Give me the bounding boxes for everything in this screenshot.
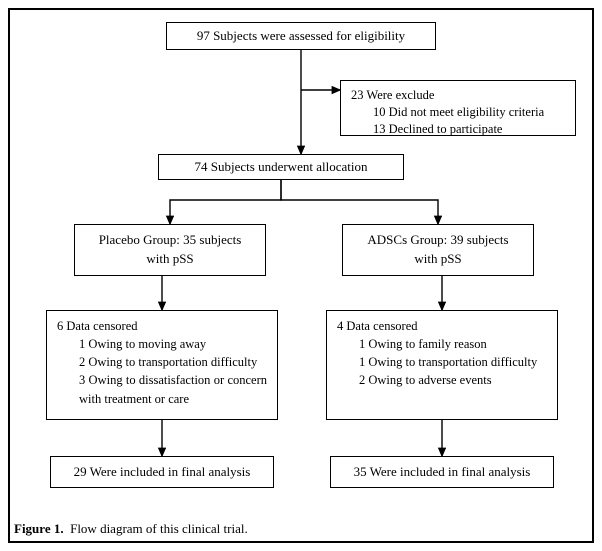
- node-censored-left: 6 Data censored 1 Owing to moving away 2…: [46, 310, 278, 420]
- node-assessed: 97 Subjects were assessed for eligibilit…: [166, 22, 436, 50]
- node-text: ADSCs Group: 39 subjects with pSS: [367, 231, 508, 269]
- node-line: 6 Data censored: [57, 317, 267, 335]
- node-text: Placebo Group: 35 subjects with pSS: [99, 231, 242, 269]
- node-line: with pSS: [99, 250, 242, 269]
- node-line: with pSS: [367, 250, 508, 269]
- node-line: 4 Data censored: [337, 317, 547, 335]
- node-final-right: 35 Were included in final analysis: [330, 456, 554, 488]
- node-line: 13 Declined to participate: [351, 121, 565, 138]
- node-line: Placebo Group: 35 subjects: [99, 231, 242, 250]
- node-line: 1 Owing to family reason: [337, 335, 547, 353]
- node-text: 35 Were included in final analysis: [354, 463, 531, 482]
- figure-frame: 97 Subjects were assessed for eligibilit…: [8, 8, 594, 543]
- node-line: ADSCs Group: 39 subjects: [367, 231, 508, 250]
- caption-label: Figure 1.: [14, 521, 64, 536]
- node-line: 2 Owing to adverse events: [337, 371, 547, 389]
- node-placebo: Placebo Group: 35 subjects with pSS: [74, 224, 266, 276]
- figure-container: 97 Subjects were assessed for eligibilit…: [0, 0, 602, 551]
- node-censored-right: 4 Data censored 1 Owing to family reason…: [326, 310, 558, 420]
- node-line: 1 Owing to moving away: [57, 335, 267, 353]
- node-text: 74 Subjects underwent allocation: [195, 158, 368, 177]
- node-adscs: ADSCs Group: 39 subjects with pSS: [342, 224, 534, 276]
- node-line: 2 Owing to transportation difficulty: [57, 353, 267, 371]
- node-line: 10 Did not meet eligibility criteria: [351, 104, 565, 121]
- node-line: 1 Owing to transportation difficulty: [337, 353, 547, 371]
- node-excluded: 23 Were exclude 10 Did not meet eligibil…: [340, 80, 576, 136]
- node-text: 97 Subjects were assessed for eligibilit…: [197, 27, 405, 46]
- caption-text: Flow diagram of this clinical trial.: [70, 521, 248, 536]
- node-line: 3 Owing to dissatisfaction or concern wi…: [57, 371, 267, 407]
- node-final-left: 29 Were included in final analysis: [50, 456, 274, 488]
- node-line: 23 Were exclude: [351, 87, 565, 104]
- node-allocation: 74 Subjects underwent allocation: [158, 154, 404, 180]
- figure-caption: Figure 1. Flow diagram of this clinical …: [14, 521, 248, 537]
- node-text: 29 Were included in final analysis: [74, 463, 251, 482]
